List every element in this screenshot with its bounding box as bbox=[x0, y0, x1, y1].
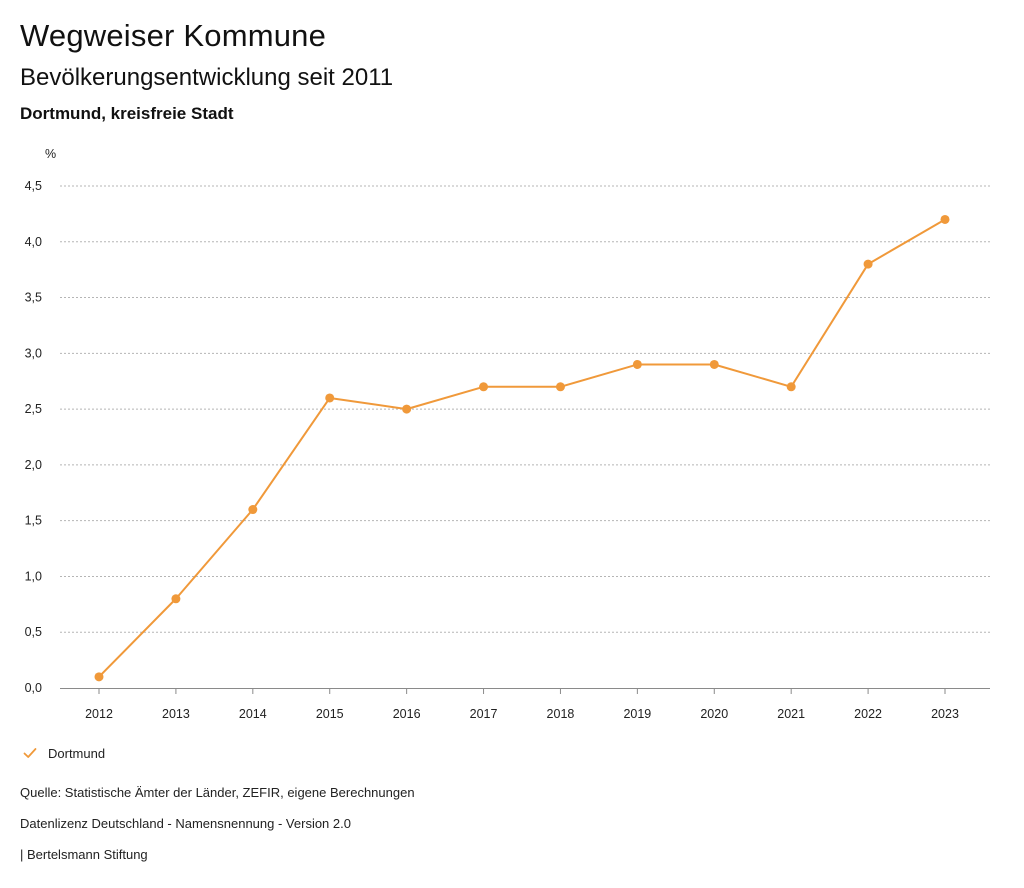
data-point[interactable] bbox=[325, 393, 335, 403]
label-layer: % 0,0 0,5 1,0 1,5 2,0 2,5 3,0 3,5 4,0 4,5 2012 2013 2… bbox=[25, 147, 959, 721]
x-tick-label: 2014 bbox=[239, 707, 267, 721]
grid-layer bbox=[60, 185, 990, 633]
legend[interactable]: Dortmund bbox=[22, 745, 105, 761]
y-tick-label: 3,0 bbox=[25, 346, 42, 360]
data-point[interactable] bbox=[402, 404, 412, 414]
legend-label: Dortmund bbox=[48, 745, 106, 761]
x-tick-label: 2020 bbox=[700, 707, 728, 721]
license-note: Datenlizenz Deutschland - Namensnennung … bbox=[20, 816, 351, 831]
data-point[interactable] bbox=[863, 259, 873, 269]
y-axis-unit-label: % bbox=[45, 147, 56, 161]
data-point[interactable] bbox=[171, 594, 181, 604]
publisher-note: | Bertelsmann Stiftung bbox=[20, 847, 148, 862]
y-tick-label: 1,5 bbox=[25, 514, 42, 528]
checkmark-icon bbox=[23, 748, 37, 758]
y-tick-label: 1,0 bbox=[25, 569, 42, 583]
y-tick-label: 2,0 bbox=[25, 458, 42, 472]
region-label: Dortmund, kreisfreie Stadt bbox=[20, 104, 234, 123]
axis-layer bbox=[60, 688, 990, 694]
data-point[interactable] bbox=[94, 672, 104, 682]
y-tick-label: 4,5 bbox=[25, 179, 42, 193]
page-title: Wegweiser Kommune bbox=[20, 18, 327, 53]
x-tick-label: 2023 bbox=[931, 707, 959, 721]
x-tick-label: 2018 bbox=[547, 707, 575, 721]
x-tick-label: 2022 bbox=[854, 707, 882, 721]
source-note: Quelle: Statistische Ämter der Länder, Z… bbox=[20, 785, 415, 800]
x-tick-label: 2013 bbox=[162, 707, 190, 721]
series-layer bbox=[94, 214, 950, 682]
y-tick-label: 0,0 bbox=[25, 681, 42, 695]
y-tick-label: 0,5 bbox=[25, 625, 42, 639]
y-tick-label: 2,5 bbox=[25, 402, 42, 416]
x-tick-label: 2015 bbox=[316, 707, 344, 721]
data-point[interactable] bbox=[555, 382, 565, 392]
y-tick-label: 3,5 bbox=[25, 291, 42, 305]
x-tick-label: 2012 bbox=[85, 707, 113, 721]
chart-subtitle: Bevölkerungsentwicklung seit 2011 bbox=[20, 64, 394, 91]
x-tick-label: 2016 bbox=[393, 707, 421, 721]
x-tick-label: 2017 bbox=[470, 707, 498, 721]
data-point[interactable] bbox=[786, 382, 796, 392]
data-point[interactable] bbox=[479, 382, 489, 392]
data-point[interactable] bbox=[940, 214, 950, 224]
data-point[interactable] bbox=[248, 505, 258, 515]
data-point[interactable] bbox=[632, 359, 642, 369]
data-point[interactable] bbox=[709, 359, 719, 369]
y-tick-label: 4,0 bbox=[25, 235, 42, 249]
x-tick-label: 2021 bbox=[777, 707, 805, 721]
series-line-dortmund bbox=[98, 218, 946, 678]
x-tick-label: 2019 bbox=[623, 707, 651, 721]
